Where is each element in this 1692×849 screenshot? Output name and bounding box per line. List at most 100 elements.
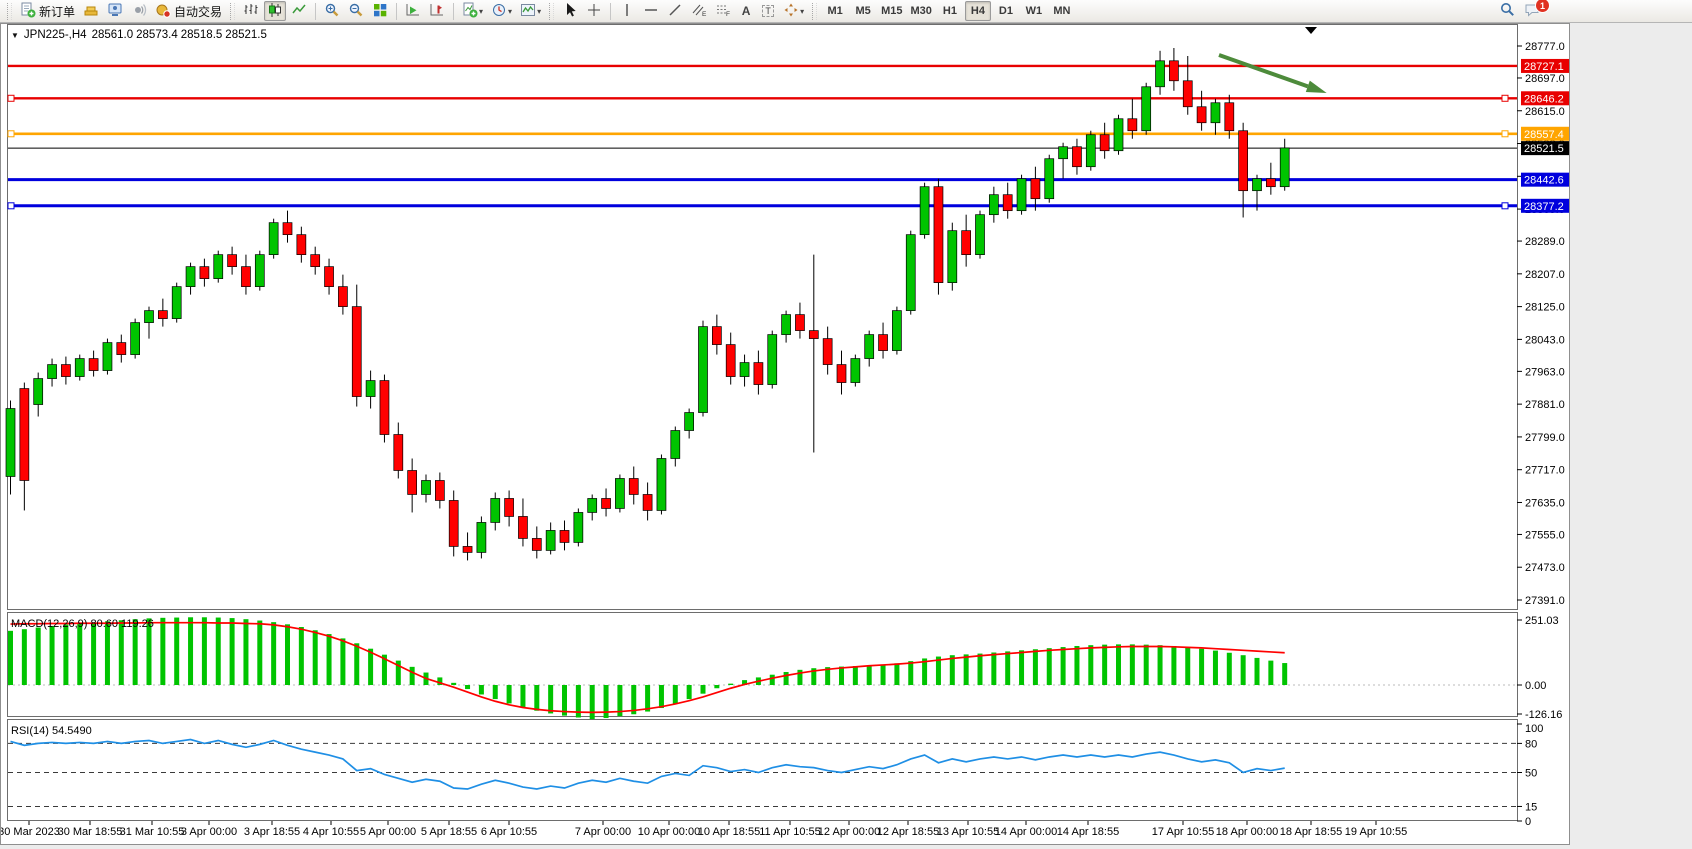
fibonacci-button[interactable]: F [712, 1, 734, 21]
chart-shift-marker[interactable] [1305, 27, 1317, 34]
price-tick-label: 27881.0 [1525, 399, 1565, 411]
timeframe-button-D1[interactable]: D1 [998, 5, 1013, 17]
vertical-line-button[interactable] [616, 1, 638, 21]
chart-shift-button[interactable] [426, 1, 448, 21]
templates-button[interactable]: ▾ [517, 1, 544, 21]
bar-chart-button[interactable] [240, 1, 262, 21]
timeframe-button-H4[interactable]: H4 [964, 1, 991, 21]
trend-annotation-arrowhead[interactable] [1305, 80, 1327, 93]
timeframe-button-M1[interactable]: M1 [827, 5, 843, 17]
trend-annotation-arrow[interactable] [1218, 53, 1309, 89]
zoom-in-button[interactable] [321, 1, 343, 21]
symbol-dropdown-icon[interactable]: ▼ [11, 30, 19, 40]
text-button[interactable]: A [736, 1, 756, 21]
macd-histogram-bar [160, 617, 166, 685]
toolbar: 新订单 自动交易 [0, 0, 1692, 23]
search-button[interactable] [1496, 1, 1519, 21]
trendline-button[interactable] [664, 1, 686, 21]
toolbar-grip[interactable] [230, 2, 236, 20]
candle-body-up [144, 310, 154, 323]
price-tick-label: 28289.0 [1525, 236, 1565, 248]
auto-scroll-button[interactable] [402, 1, 424, 21]
macd-histogram-bar [174, 617, 180, 685]
crosshair-button[interactable] [583, 1, 605, 21]
candle-body-up [1016, 178, 1027, 212]
date-label: 18 Apr 18:55 [1280, 826, 1342, 838]
macd-histogram-bar [1185, 647, 1191, 685]
arrows-icon [783, 2, 799, 21]
template-icon [520, 2, 536, 21]
signals-button[interactable] [128, 1, 150, 21]
price-tick-label: 28697.0 [1525, 73, 1565, 85]
toolbar-grip[interactable] [549, 2, 555, 20]
macd-histogram-bar [714, 685, 720, 689]
macd-histogram-bar [922, 658, 928, 685]
timeframe-button-MN[interactable]: MN [1053, 5, 1071, 17]
date-label: 5 Apr 00:00 [360, 826, 416, 838]
candle-body-up [1113, 118, 1124, 152]
text-label-button[interactable]: T [758, 1, 778, 21]
candle-body-up [1210, 102, 1221, 124]
candle-body-up [1058, 146, 1068, 160]
horizontal-line-icon [643, 2, 659, 21]
auto-scroll-icon [405, 2, 421, 21]
zoom-out-button[interactable] [345, 1, 367, 21]
candle-body-down [1127, 118, 1138, 132]
toolbar-grip[interactable] [812, 2, 818, 20]
monitor-person-icon [107, 2, 123, 21]
macd-histogram-bar [700, 685, 706, 694]
horizontal-line-button[interactable] [640, 1, 662, 21]
tile-windows-button[interactable] [369, 1, 391, 21]
market-depth-button[interactable] [80, 1, 102, 21]
macd-histogram-bar [354, 643, 360, 685]
macd-histogram-bar [562, 685, 567, 716]
clock-icon [491, 2, 507, 21]
date-label: 5 Apr 18:55 [421, 826, 477, 838]
indicators-button[interactable]: ▾ [459, 1, 486, 21]
toolbar-separator [453, 2, 455, 20]
candle-body-down [1030, 178, 1041, 200]
rsi-scale-label: 0 [1525, 816, 1531, 828]
toolbar-grip[interactable] [7, 2, 12, 20]
timeframe-button-M5[interactable]: M5 [855, 5, 871, 17]
hline-marker[interactable] [7, 130, 15, 138]
equidistant-channel-button[interactable]: E [688, 1, 710, 21]
macd-histogram-bar [381, 654, 387, 685]
price-line-label: 28557.4 [1524, 129, 1564, 141]
candle-body-up [684, 412, 695, 431]
macd-histogram-bar [506, 685, 512, 704]
chart-canvas[interactable]: 28777.028697.028615.028533.028451.028369… [1, 24, 1569, 844]
candle-body-up [615, 478, 625, 509]
hline-marker[interactable] [7, 202, 15, 210]
candle-body-up [781, 314, 791, 335]
hline-marker[interactable] [1501, 202, 1509, 210]
candlestick-chart-button[interactable] [264, 1, 287, 21]
hline-marker[interactable] [1501, 130, 1509, 138]
timeframe-button-M15[interactable]: M15 [881, 5, 903, 17]
new-order-button[interactable]: 新订单 [17, 1, 78, 21]
hline-marker[interactable] [1501, 94, 1509, 102]
candle-body-down [518, 516, 528, 539]
macd-histogram-bar [520, 685, 526, 708]
notifications-button[interactable]: 1 [1521, 0, 1550, 21]
autotrading-button[interactable]: 自动交易 [152, 1, 225, 21]
macd-histogram-bar [21, 629, 27, 685]
macd-histogram-bar [77, 623, 83, 685]
line-chart-button[interactable] [288, 1, 310, 21]
candle-body-up [33, 378, 44, 405]
periods-button[interactable]: ▾ [488, 1, 515, 21]
arrows-button[interactable]: ▾ [780, 1, 807, 21]
metaeditor-button[interactable] [104, 1, 126, 21]
timeframe-button-W1[interactable]: W1 [1025, 5, 1043, 17]
candle-body-down [559, 530, 570, 543]
hline-marker[interactable] [7, 94, 15, 102]
candle-body-down [61, 364, 71, 377]
timeframe-button-H1[interactable]: H1 [942, 5, 957, 17]
cursor-button[interactable] [559, 1, 581, 21]
macd-histogram-bar [963, 654, 969, 685]
macd-histogram-bar [769, 674, 775, 685]
toolbar-separator [396, 2, 398, 20]
price-tick-label: 28207.0 [1525, 269, 1565, 281]
fibo-glyph: F [726, 11, 730, 18]
timeframe-button-M30[interactable]: M30 [910, 5, 932, 17]
